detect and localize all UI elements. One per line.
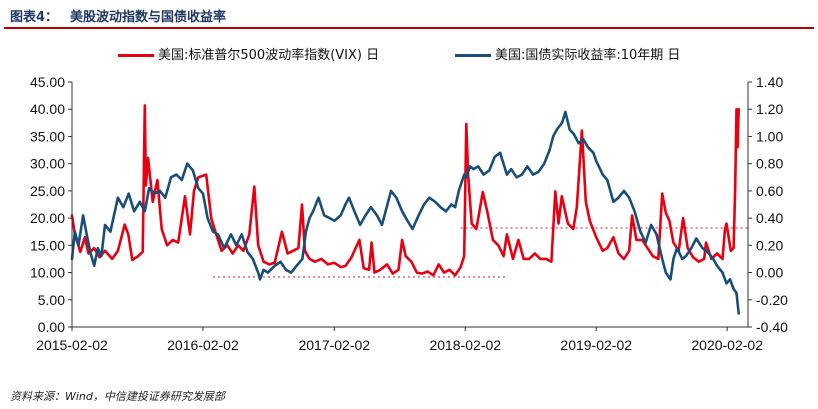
y-left-tick-label: 0.00: [38, 319, 65, 335]
figure-label: 图表4：: [10, 10, 59, 25]
y-right-tick-label: 0.00: [756, 265, 783, 281]
legend-item-vix: 美国:标准普尔500波动率指数(VIX) 日: [118, 44, 379, 63]
legend-label-yield: 美国:国债实际收益率:10年期 日: [495, 48, 681, 63]
x-tick-label: 2017-02-02: [298, 337, 370, 353]
title-divider: [4, 27, 814, 29]
y-left-tick-label: 45.00: [30, 74, 65, 90]
y-right-tick-label: 0.60: [756, 183, 783, 199]
x-tick-label: 2015-02-02: [36, 337, 108, 353]
y-right-tick-label: -0.20: [756, 292, 788, 308]
y-left-tick-label: 40.00: [30, 101, 65, 117]
legend-swatch-vix: [118, 54, 154, 57]
source-note: 资料来源：Wind，中信建投证券研究发展部: [10, 390, 225, 403]
y-right-tick-label: 1.40: [756, 74, 783, 90]
y-right-tick-label: 0.20: [756, 237, 783, 253]
y-left-tick-label: 20.00: [30, 210, 65, 226]
y-left-tick-label: 5.00: [38, 292, 65, 308]
legend-swatch-yield: [455, 54, 491, 57]
x-tick-label: 2020-02-02: [691, 337, 763, 353]
yield-series-line: [70, 110, 741, 315]
x-tick-label: 2016-02-02: [167, 337, 239, 353]
x-tick-label: 2019-02-02: [560, 337, 632, 353]
y-right-tick-label: 0.80: [756, 156, 783, 172]
y-left-tick-label: 10.00: [30, 265, 65, 281]
y-left-tick-label: 35.00: [30, 128, 65, 144]
y-right-tick-label: 1.00: [756, 128, 783, 144]
legend-item-yield: 美国:国债实际收益率:10年期 日: [455, 44, 680, 63]
vix-series-line: [70, 104, 741, 277]
y-left-tick-label: 25.00: [30, 183, 65, 199]
figure-header: 图表4： 美股波动指数与国债收益率: [4, 4, 814, 26]
figure-title: 美股波动指数与国债收益率: [70, 10, 227, 25]
y-left-tick-label: 15.00: [30, 237, 65, 253]
x-tick-label: 2018-02-02: [429, 337, 501, 353]
legend-label-vix: 美国:标准普尔500波动率指数(VIX) 日: [158, 48, 380, 63]
y-right-tick-label: -0.40: [756, 319, 788, 335]
y-left-tick-label: 30.00: [30, 156, 65, 172]
y-right-tick-label: 1.20: [756, 101, 783, 117]
y-right-tick-label: 0.40: [756, 210, 783, 226]
